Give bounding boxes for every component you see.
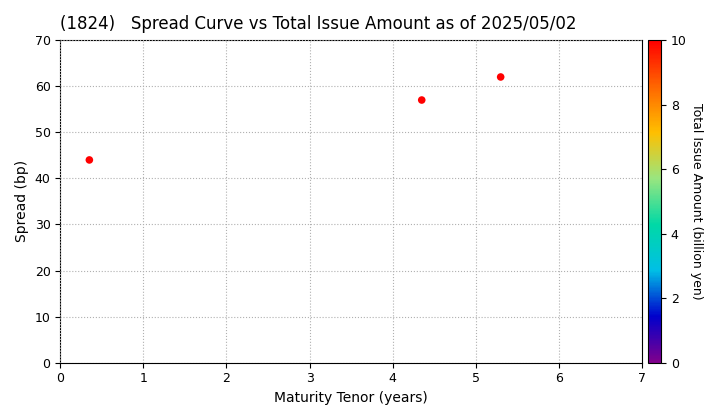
- Point: [416, 97, 428, 103]
- Y-axis label: Spread (bp): Spread (bp): [15, 160, 29, 242]
- X-axis label: Maturity Tenor (years): Maturity Tenor (years): [274, 391, 428, 405]
- Y-axis label: Total Issue Amount (billion yen): Total Issue Amount (billion yen): [690, 103, 703, 300]
- Text: (1824)   Spread Curve vs Total Issue Amount as of 2025/05/02: (1824) Spread Curve vs Total Issue Amoun…: [60, 15, 577, 33]
- Point: [84, 157, 95, 163]
- Point: [495, 74, 506, 80]
